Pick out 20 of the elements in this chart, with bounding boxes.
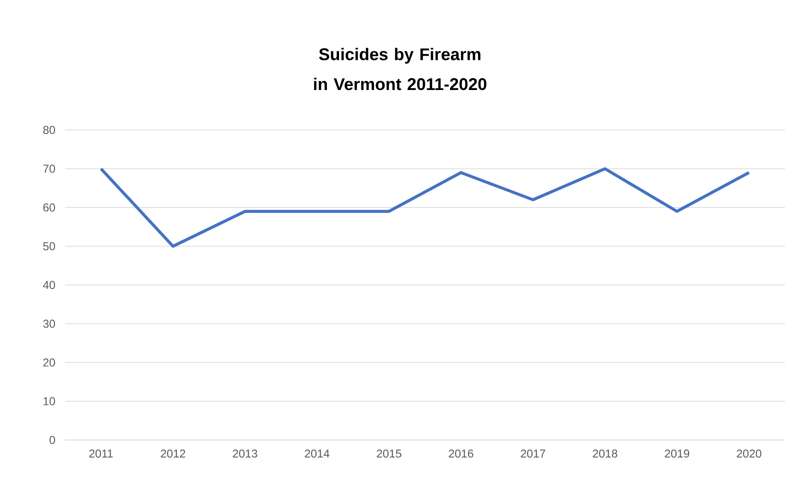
x-tick-label: 2015 — [376, 450, 402, 458]
x-tick-label: 2018 — [592, 450, 618, 458]
y-tick-label: 0 — [50, 436, 56, 444]
y-tick-label: 70 — [43, 164, 56, 173]
x-tick-label: 2016 — [448, 450, 474, 458]
y-tick-label: 50 — [43, 242, 56, 250]
y-tick-label: 20 — [43, 358, 56, 367]
x-tick-label: 2011 — [89, 450, 113, 458]
x-tick-label: 2013 — [232, 450, 258, 458]
x-tick-label: 2019 — [664, 450, 690, 458]
y-tick-label: 40 — [43, 280, 56, 290]
x-tick-label: 2014 — [304, 450, 330, 458]
y-tick-label: 30 — [43, 320, 56, 328]
chart-title: Suicides by Firearm in Vermont 2011-2020 — [314, 48, 486, 90]
x-tick-label: 2020 — [736, 450, 762, 458]
x-tick-label: 2017 — [520, 450, 546, 458]
x-tick-label: 2012 — [160, 450, 186, 458]
y-tick-label: 10 — [44, 397, 56, 406]
y-tick-label: 60 — [43, 203, 56, 212]
y-tick-label: 80 — [43, 126, 56, 134]
